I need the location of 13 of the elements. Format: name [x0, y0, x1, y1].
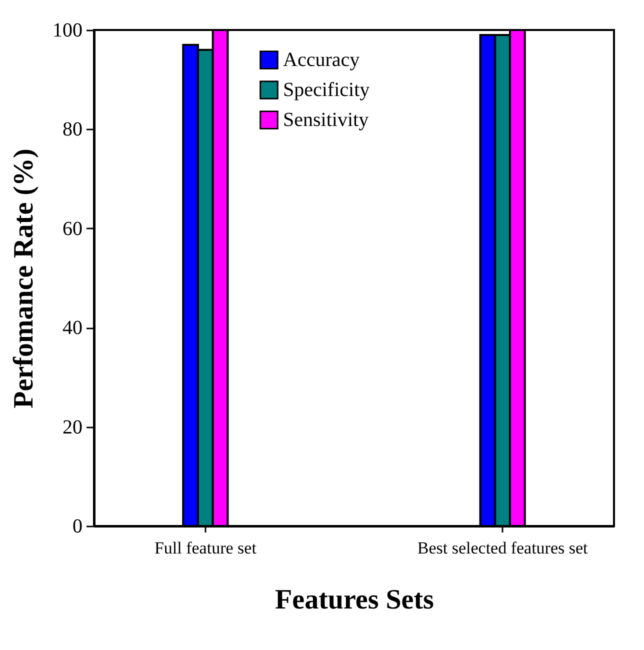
x-axis-title: Features Sets [275, 584, 434, 616]
legend-label: Sensitivity [283, 109, 369, 131]
legend-label: Specificity [283, 79, 370, 101]
x-tick-label: Full feature set [154, 538, 257, 558]
y-tick-label: 100 [52, 20, 82, 42]
legend-label: Accuracy [283, 49, 360, 71]
y-tick-label: 0 [72, 516, 82, 538]
x-tick-label: Best selected features set [417, 538, 588, 558]
y-tick-label: 80 [62, 118, 82, 141]
y-tick-label: 20 [62, 416, 82, 438]
y-axis-title: Perfomance Rate (%) [8, 148, 40, 408]
y-tick-label: 40 [62, 317, 82, 340]
y-tick-label: 60 [62, 218, 82, 240]
